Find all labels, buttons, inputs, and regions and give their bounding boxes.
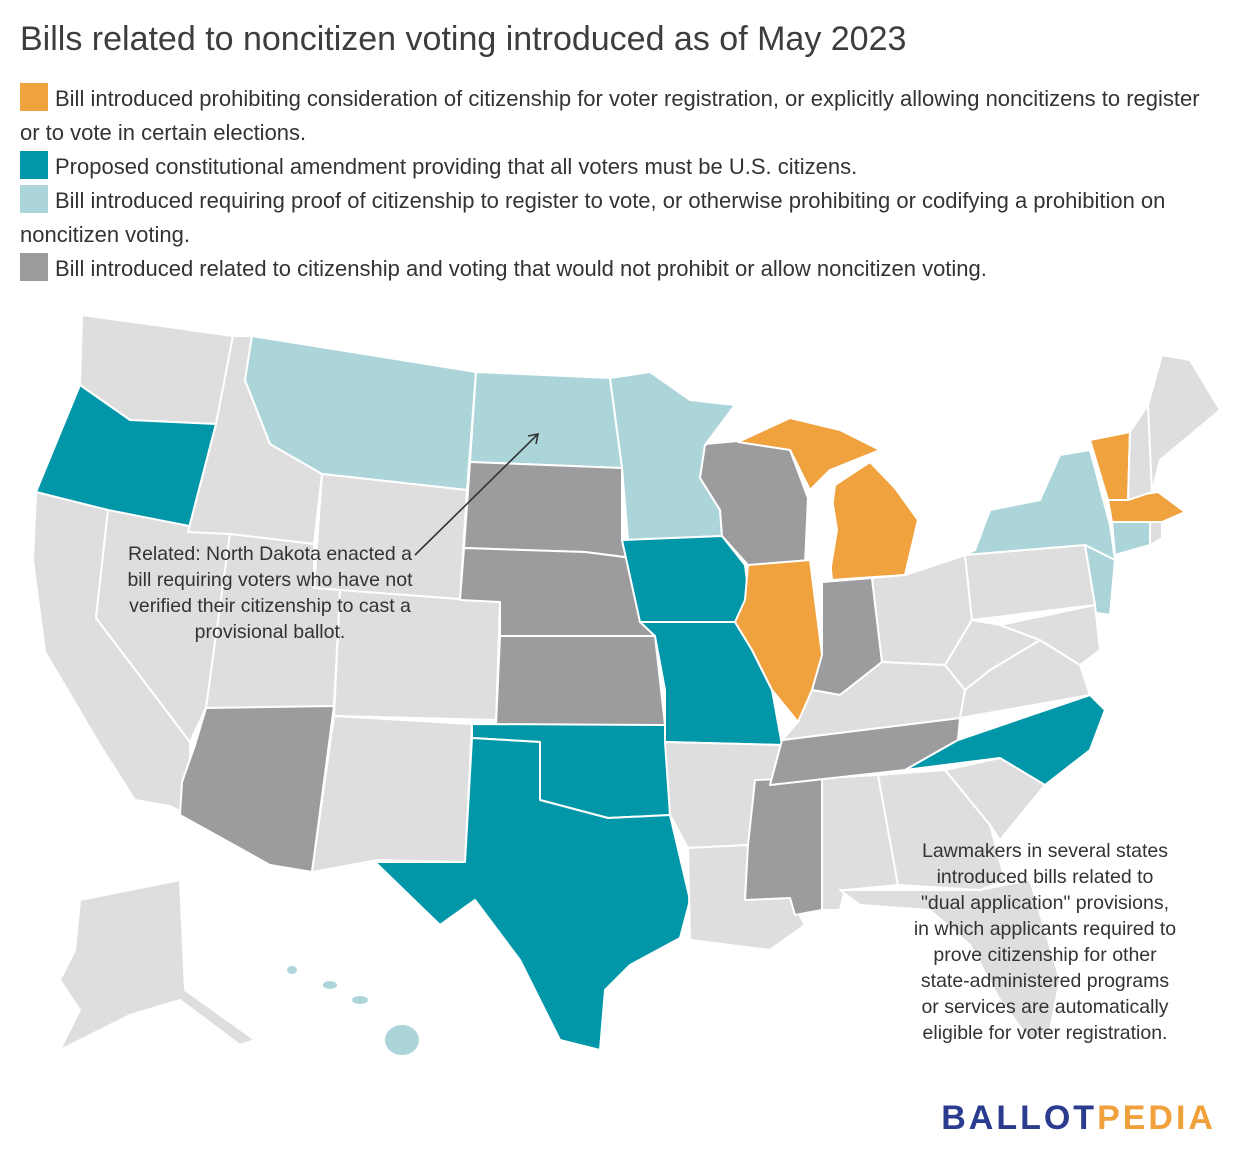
- legend: Bill introduced prohibiting consideratio…: [20, 82, 1220, 286]
- annotation-arrow: [414, 433, 539, 556]
- north-dakota-annotation: Related: North Dakota enacted a bill req…: [127, 543, 413, 643]
- state-texas: [374, 737, 691, 1051]
- state-kansas: [495, 635, 666, 726]
- state-mississippi: [744, 777, 823, 916]
- state-maine: [1147, 354, 1221, 493]
- legend-swatch-related: [20, 253, 48, 281]
- lake-superior: [705, 395, 790, 445]
- legend-label-amendment: Proposed constitutional amendment provid…: [55, 154, 858, 179]
- state-south-dakota: [463, 461, 633, 559]
- state-michigan-lower: [827, 461, 919, 581]
- state-hawaii: [383, 1023, 421, 1057]
- state-hawaii-islet-3: [350, 994, 370, 1006]
- legend-item-proof: Bill introduced requiring proof of citiz…: [20, 184, 1220, 252]
- legend-item-allow: Bill introduced prohibiting consideratio…: [20, 82, 1220, 150]
- state-iowa: [621, 535, 751, 623]
- state-delaware-maryland: [999, 604, 1101, 666]
- state-new-jersey: [1084, 544, 1116, 616]
- state-hawaii-islet-2: [285, 964, 299, 976]
- legend-swatch-amendment: [20, 151, 48, 179]
- logo-part-pedia: PEDIA: [1097, 1099, 1216, 1137]
- state-north-dakota: [469, 371, 623, 469]
- us-map: [32, 314, 1221, 1057]
- legend-item-amendment: Proposed constitutional amendment provid…: [20, 150, 1220, 184]
- state-new-mexico: [311, 715, 473, 873]
- state-florida: [839, 879, 1061, 1041]
- state-illinois: [734, 559, 823, 723]
- state-connecticut: [1111, 519, 1151, 556]
- lake-erie: [905, 548, 975, 575]
- state-arizona: [179, 705, 335, 873]
- state-hawaii-islet-1: [321, 979, 339, 991]
- lake-michigan: [808, 480, 838, 582]
- dual-application-annotation: Lawmakers in several states introduced b…: [913, 840, 1177, 1044]
- annotation-arrowhead: [527, 432, 540, 445]
- map-title: Bills related to noncitizen voting intro…: [20, 20, 907, 58]
- state-michigan-upper: [737, 417, 881, 491]
- legend-swatch-allow: [20, 83, 48, 111]
- state-new-york: [964, 449, 1116, 561]
- legend-label-related: Bill introduced related to citizenship a…: [55, 256, 987, 281]
- ballotpedia-logo: BALLOTPEDIA: [941, 1099, 1216, 1138]
- legend-label-proof: Bill introduced requiring proof of citiz…: [20, 188, 1166, 247]
- state-alaska: [59, 879, 256, 1051]
- logo-part-ballot: BALLOT: [941, 1099, 1098, 1137]
- state-north-carolina: [904, 694, 1106, 786]
- legend-swatch-proof: [20, 185, 48, 213]
- state-rhode-island: [1149, 519, 1163, 546]
- legend-item-related: Bill introduced related to citizenship a…: [20, 252, 1220, 286]
- legend-label-allow: Bill introduced prohibiting consideratio…: [20, 86, 1200, 145]
